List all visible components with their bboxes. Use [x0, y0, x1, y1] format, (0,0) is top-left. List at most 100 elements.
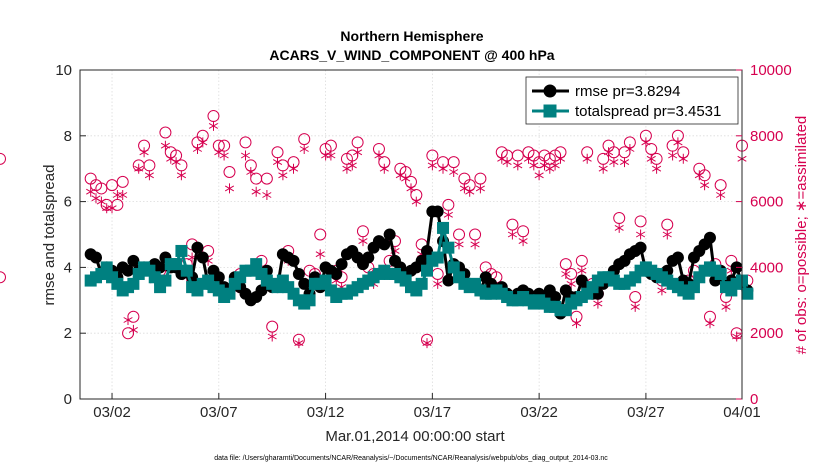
rmse-point [421, 244, 434, 257]
possible-obs-marker [474, 172, 487, 185]
assimilated-obs-marker [657, 285, 667, 296]
assimilated-obs-marker [112, 190, 122, 200]
x-tick-label: 03/02 [93, 404, 131, 421]
assimilated-obs-marker [630, 301, 640, 312]
assimilated-obs-marker [641, 137, 651, 148]
assimilated-obs-marker [678, 153, 688, 164]
possible-obs-marker [106, 179, 119, 192]
assimilated-obs-marker [646, 153, 656, 164]
possible-obs-marker [453, 228, 466, 241]
assimilated-obs-marker [721, 301, 731, 312]
assimilated-obs-marker [593, 298, 603, 309]
possible-obs-marker [597, 152, 610, 165]
chart-title-line1: Northern Hemisphere [340, 28, 483, 44]
assimilated-obs-marker [198, 137, 208, 148]
assimilated-obs-marker [144, 170, 154, 181]
possible-obs-marker [159, 126, 172, 139]
possible-obs-marker [207, 110, 220, 123]
totalspread-point [415, 277, 428, 290]
assimilated-obs-marker [694, 170, 704, 181]
totalspread-point [127, 277, 140, 290]
assimilated-obs-marker [449, 167, 459, 177]
assimilated-obs-marker [529, 160, 539, 171]
rmse-point [191, 241, 204, 254]
rmse-point [442, 274, 455, 287]
y-tick-label: 4 [64, 259, 72, 276]
assimilated-obs-marker [705, 318, 715, 329]
possible-obs-marker [271, 146, 284, 159]
assimilated-obs-marker [470, 239, 480, 250]
possible-obs-marker [116, 175, 129, 188]
axis-ticks: 0 2 4 6 8 10 0 2000 4000 6000 8000 10000 03/02 03/07 0… [55, 62, 791, 421]
rmse-point [292, 267, 305, 280]
assimilated-obs-marker [406, 183, 416, 194]
possible-obs-marker [442, 198, 455, 211]
assimilated-obs-marker [299, 144, 309, 154]
possible-obs-marker [714, 179, 727, 192]
rmse-point [671, 251, 684, 264]
legend-rmse-label: rmse pr=3.8294 [575, 83, 680, 100]
assimilated-obs-marker [326, 150, 336, 161]
possible-obs-marker [634, 215, 647, 228]
totalspread-point [741, 287, 754, 300]
assimilated-obs-marker [176, 170, 187, 181]
possible-obs-marker [511, 149, 524, 162]
x-tick-label: 03/22 [520, 404, 558, 421]
assimilated-obs-marker [86, 186, 96, 197]
possible-obs-marker [613, 212, 626, 225]
rmse-point [703, 231, 716, 244]
totalspread-point [421, 264, 434, 277]
possible-obs-marker [0, 271, 6, 284]
totalspread-point [170, 258, 183, 271]
possible-obs-marker [650, 152, 663, 165]
totalspread-point [159, 274, 172, 287]
possible-obs-marker [266, 320, 279, 333]
assimilated-obs-marker [374, 150, 384, 161]
assimilated-obs-marker [534, 170, 544, 181]
assimilated-obs-marker [577, 265, 587, 276]
grid [80, 70, 742, 399]
assimilated-obs-marker [652, 163, 662, 174]
assimilated-obs-marker [321, 150, 331, 161]
assimilated-obs-marker [668, 150, 678, 161]
assimilated-obs-marker [379, 163, 389, 174]
assimilated-obs-marker [459, 183, 469, 194]
x-tick-label: 03/12 [307, 404, 345, 421]
possible-obs-marker [351, 136, 364, 149]
y2-tick-label: 2000 [750, 325, 783, 342]
assimilated-obs-marker [128, 324, 138, 335]
rmse-point [330, 267, 343, 280]
assimilated-obs-marker [278, 170, 288, 181]
totalspread-point [303, 294, 316, 307]
assimilated-obs-marker [342, 163, 352, 174]
legend-totalspread-label: totalspread pr=3.4531 [575, 103, 721, 120]
totalspread-point [223, 287, 236, 300]
assimilated-obs-marker [673, 137, 683, 148]
assimilated-obs-marker [214, 147, 224, 158]
data-file-footnote: data file: /Users/gharamti/Documents/NCA… [214, 455, 608, 462]
assimilated-obs-marker [598, 163, 608, 174]
assimilated-obs-marker [571, 318, 582, 329]
possible-obs-marker [223, 165, 236, 178]
totalspread-point [714, 267, 727, 280]
plot-frame [79, 69, 743, 400]
assimilated-obs-marker [219, 150, 229, 161]
data-marks [0, 110, 754, 349]
totalspread-point [687, 281, 700, 294]
assimilated-obs-marker [545, 163, 555, 174]
y-axis-label: rmse and totalspread [41, 165, 58, 306]
possible-obs-marker [431, 267, 444, 280]
assimilated-obs-marker [700, 180, 710, 191]
assimilated-obs-marker [160, 140, 170, 151]
x-tick-label: 03/27 [627, 404, 665, 421]
rmse-point [287, 254, 300, 267]
possible-obs-marker [447, 156, 460, 169]
assimilated-obs-marker [192, 144, 203, 154]
possible-obs-marker [517, 225, 530, 238]
possible-obs-marker [356, 225, 369, 238]
assimilated-obs-marker [91, 193, 101, 204]
assimilated-obs-marker [502, 157, 512, 168]
totalspread-point [148, 271, 161, 284]
possible-obs-marker [239, 136, 252, 149]
